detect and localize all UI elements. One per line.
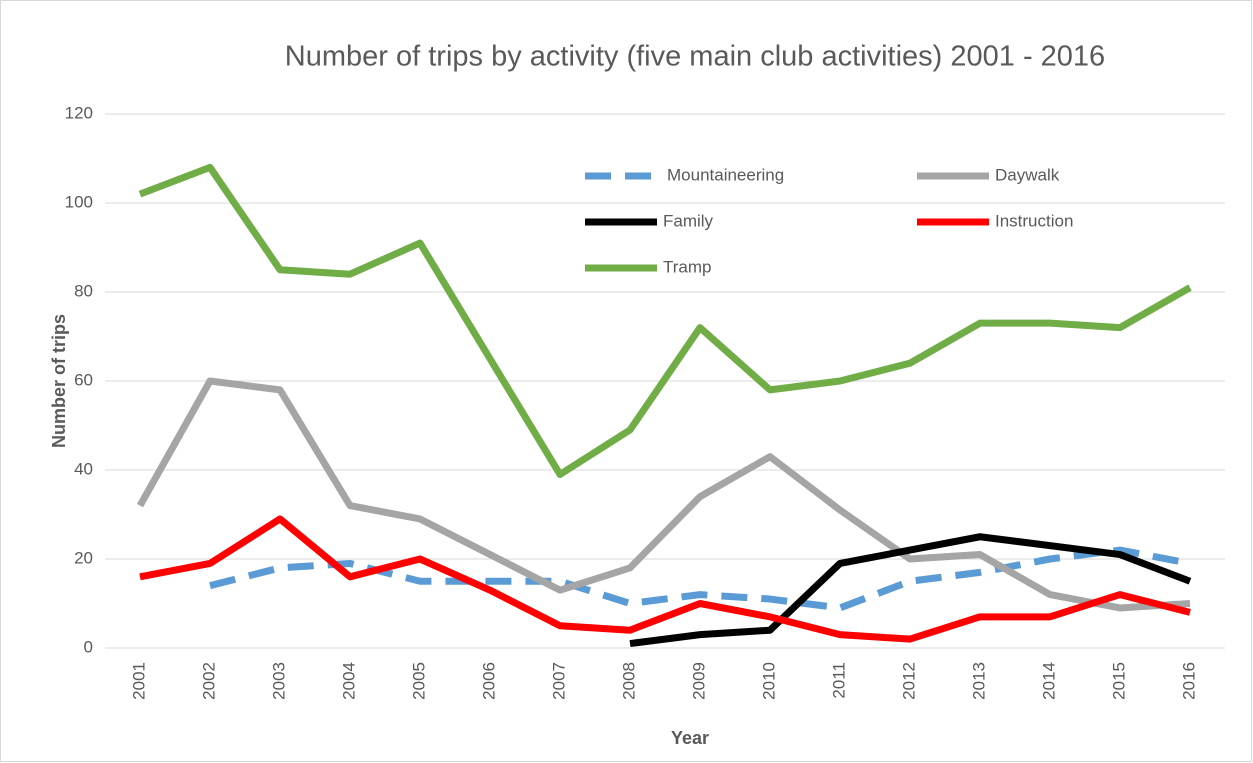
x-tick-label: 2012: [899, 662, 918, 700]
x-tick-label: 2006: [479, 662, 498, 700]
y-tick-label: 40: [74, 459, 93, 478]
series-line: [138, 163, 1192, 478]
x-tick-label: 2004: [339, 662, 358, 700]
x-tick-label: 2015: [1109, 662, 1128, 700]
x-tick-label: 2001: [129, 662, 148, 700]
y-tick-label: 120: [65, 103, 93, 122]
x-axis-title: Year: [671, 728, 709, 748]
x-tick-label: 2010: [759, 662, 778, 700]
series-line: [139, 515, 1191, 643]
series-line: [629, 533, 1192, 648]
x-tick-label: 2013: [969, 662, 988, 700]
chart-title: Number of trips by activity (five main c…: [285, 41, 1105, 73]
y-tick-label: 20: [74, 548, 93, 567]
x-tick-label: 2008: [619, 662, 638, 700]
y-tick-label: 60: [74, 370, 93, 389]
y-axis-title: Number of trips: [49, 314, 69, 448]
x-tick-label: 2007: [549, 662, 568, 700]
x-tick-label: 2005: [409, 662, 428, 700]
x-tick-label: 2003: [269, 662, 288, 700]
y-tick-label: 100: [65, 192, 93, 211]
legend-label: Family: [663, 211, 714, 230]
legend-label: Tramp: [663, 257, 712, 276]
x-tick-label: 2011: [829, 662, 848, 699]
series-line: [136, 377, 1191, 612]
x-tick-label: 2014: [1039, 662, 1058, 700]
x-tick-label: 2009: [689, 662, 708, 700]
y-tick-label: 80: [74, 281, 93, 300]
legend-label: Mountaineering: [667, 165, 784, 184]
legend-label: Daywalk: [995, 165, 1060, 184]
y-tick-label: 0: [84, 637, 93, 656]
x-tick-label: 2002: [199, 662, 218, 700]
legend-label: Instruction: [995, 211, 1073, 230]
x-tick-label: 2016: [1179, 662, 1198, 700]
